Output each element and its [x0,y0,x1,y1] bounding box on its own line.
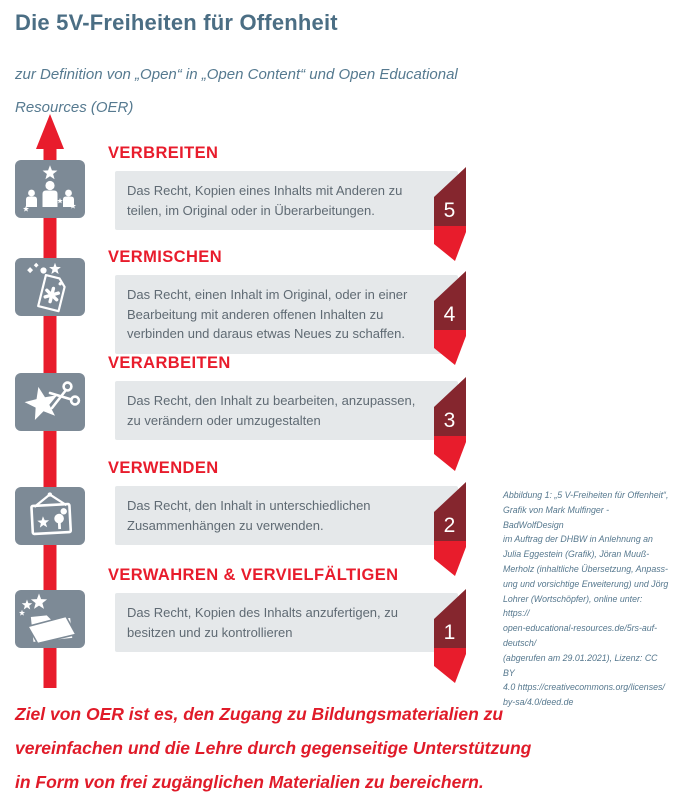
page-subtitle: zur Definition von „Open“ in „Open Conte… [15,66,458,116]
share-people-icon [22,165,77,212]
ribbon-badge-2: 2 [434,482,466,576]
freedom-description: Das Recht, Kopien eines Inhalts mit Ande… [115,171,458,230]
ribbon-number: 1 [444,621,456,644]
freedom-box: Das Recht, Kopien des Inhalts anzufertig… [115,589,466,683]
freedom-item-verwahren: VERWAHREN & VERVIELFÄLTIGEN Das Recht, K… [107,566,469,683]
ribbon-number: 3 [444,409,456,432]
save-folder-icon [18,593,77,645]
freedom-title: VERBREITEN [108,144,219,162]
freedom-description: Das Recht, den Inhalt zu bearbeiten, anz… [115,381,458,440]
freedom-box: Das Recht, den Inhalt in unterschiedlich… [115,482,466,576]
freedom-item-verwenden: VERWENDEN Das Recht, den Inhalt in unter… [107,459,469,576]
edit-scissors-icon [22,381,81,422]
freedom-item-verbreiten: VERBREITEN Das Recht, Kopien eines Inhal… [107,144,469,261]
freedom-item-verarbeiten: VERARBEITEN Das Recht, den Inhalt zu bea… [107,354,469,471]
ribbon-badge-1: 1 [434,589,466,683]
use-frame-icon [30,492,73,536]
ribbon-number: 2 [444,514,456,537]
icon-tile-verarbeiten [15,373,85,431]
oer-goal-statement: Ziel von OER ist es, den Zugang zu Bildu… [15,704,532,792]
ribbon-number: 4 [444,303,456,326]
ribbon-badge-3: 3 [434,377,466,471]
freedom-title: VERMISCHEN [108,248,223,266]
freedom-description: Das Recht, den Inhalt in unterschiedlich… [115,486,458,545]
freedom-item-vermischen: VERMISCHEN Das Recht, einen Inhalt im Or… [107,248,469,365]
icon-tile-verbreiten [15,160,85,218]
icon-tile-vermischen [15,258,85,316]
ribbon-number: 5 [444,199,456,222]
ribbon-badge-4: 4 [434,271,466,365]
figure-attribution-caption: Abbildung 1: „5 V-Freiheiten für Offenhe… [503,490,669,708]
freedom-title: VERARBEITEN [108,354,231,372]
freedom-title: VERWAHREN & VERVIELFÄLTIGEN [108,566,399,584]
freedom-box: Das Recht, einen Inhalt im Original, ode… [115,271,466,365]
mix-tag-icon [27,262,66,313]
icon-tile-verwahren [15,590,85,648]
freedom-box: Das Recht, den Inhalt zu bearbeiten, anz… [115,377,466,471]
page-title: Die 5V-Freiheiten für Offenheit [15,10,338,35]
icon-tile-verwenden [15,487,85,545]
freedom-description: Das Recht, Kopien des Inhalts anzufertig… [115,593,458,652]
freedom-box: Das Recht, Kopien eines Inhalts mit Ande… [115,167,466,261]
ribbon-badge-5: 5 [434,167,466,261]
freedom-description: Das Recht, einen Inhalt im Original, ode… [115,275,458,354]
freedom-title: VERWENDEN [108,459,219,477]
